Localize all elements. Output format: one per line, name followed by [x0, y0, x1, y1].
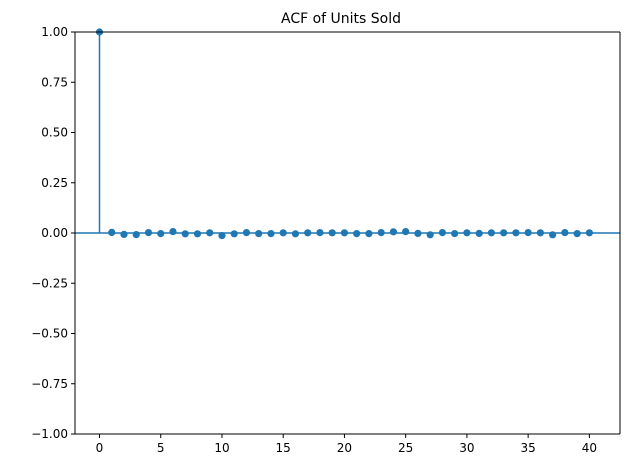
acf-point: [169, 227, 177, 236]
y-tick-label: −0.75: [31, 377, 68, 391]
acf-point: [120, 230, 128, 239]
y-tick-label: −0.50: [31, 327, 68, 341]
acf-point: [304, 229, 312, 237]
plot-area: 0 5 10 15 20 25 30 35 40 −1.00 −0.75 −0.50 −0.25 0.00…: [31, 25, 621, 455]
chart-title: ACF of Units Sold: [281, 11, 401, 27]
acf-point: [451, 230, 459, 238]
acf-point: [414, 229, 422, 238]
acf-point: [230, 230, 238, 238]
acf-point: [267, 230, 275, 238]
y-tick-label: 1.00: [41, 25, 68, 39]
acf-point: [475, 229, 483, 238]
acf-point: [206, 229, 214, 237]
x-tick-label: 10: [214, 441, 229, 455]
acf-point: [512, 229, 520, 237]
acf-point: [524, 228, 532, 237]
y-tick-label: 0.50: [41, 126, 68, 140]
acf-point: [157, 230, 165, 238]
acf-point: [561, 228, 569, 237]
acf-point: [291, 230, 300, 238]
acf-point: [132, 231, 140, 239]
acf-point: [255, 230, 263, 238]
acf-point: [402, 227, 410, 236]
acf-point: [500, 229, 508, 237]
acf-point: [181, 230, 189, 238]
y-tick-label: 0.00: [41, 226, 68, 240]
x-tick-label: 40: [582, 441, 597, 455]
acf-point: [573, 230, 581, 238]
x-tick-label: 35: [521, 441, 536, 455]
acf-point: [279, 229, 287, 237]
acf-point: [365, 230, 373, 238]
y-tick-label: 0.75: [41, 75, 68, 89]
x-tick-label: 20: [337, 441, 352, 455]
acf-point: [218, 232, 226, 240]
y-tick-label: 0.25: [41, 176, 68, 190]
x-tick-label: 15: [276, 441, 291, 455]
x-tick-label: 5: [157, 441, 165, 455]
y-tick-label: −0.25: [31, 276, 68, 290]
acf-point: [242, 228, 251, 237]
acf-point: [353, 230, 361, 238]
acf-point: [585, 229, 593, 237]
x-tick-label: 0: [96, 441, 104, 455]
acf-point: [487, 229, 496, 237]
acf-point: [549, 231, 557, 239]
acf-point: [463, 229, 471, 237]
x-tick-label: 30: [459, 441, 474, 455]
acf-point: [536, 229, 544, 237]
acf-point: [193, 230, 202, 238]
acf-point: [377, 228, 385, 237]
x-tick-label: 25: [398, 441, 413, 455]
acf-point: [316, 228, 324, 237]
acf-point: [108, 228, 116, 236]
acf-point: [389, 228, 398, 236]
acf-point: [144, 228, 153, 237]
y-tick-label: −1.00: [31, 427, 68, 441]
acf-point: [438, 228, 447, 237]
acf-point: [340, 229, 349, 237]
acf-point: [328, 229, 336, 237]
acf-point: [426, 231, 434, 239]
